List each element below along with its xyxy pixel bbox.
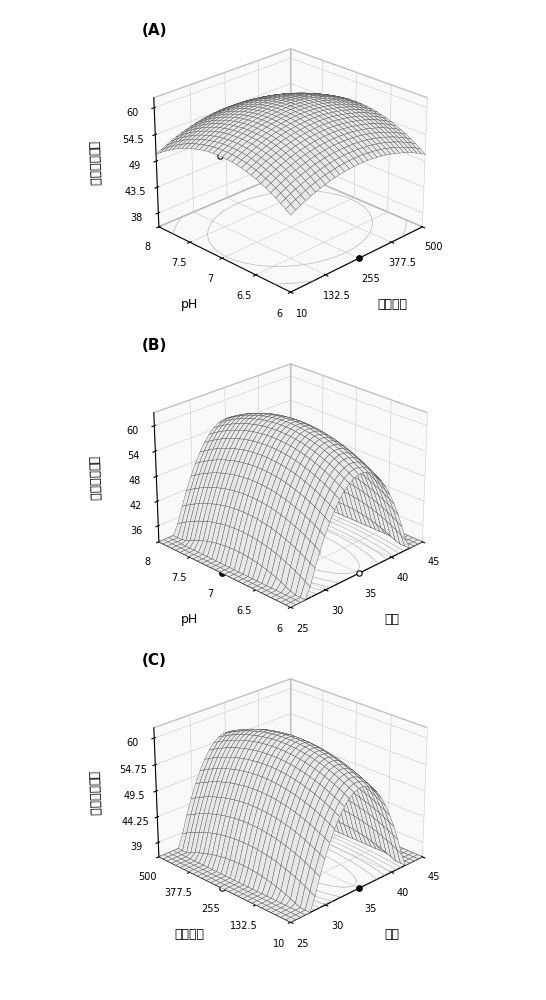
X-axis label: 离子强度: 离子强度 — [377, 298, 407, 311]
Text: (C): (C) — [142, 653, 167, 668]
Text: (A): (A) — [142, 23, 168, 38]
Text: (B): (B) — [142, 338, 168, 353]
Y-axis label: pH: pH — [181, 298, 198, 311]
Y-axis label: pH: pH — [181, 613, 198, 626]
Y-axis label: 离子强度: 离子强度 — [174, 928, 204, 941]
X-axis label: 温度: 温度 — [385, 613, 400, 626]
X-axis label: 温度: 温度 — [385, 928, 400, 941]
